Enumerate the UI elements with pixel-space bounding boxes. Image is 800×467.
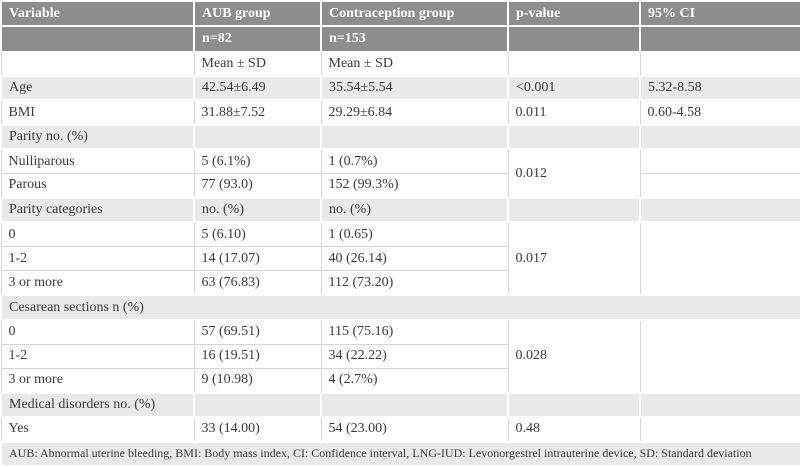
col-header-95-ci: 95% CI — [639, 0, 800, 28]
parity-cat-3plus-aub: 63 (76.83) — [193, 270, 322, 296]
medical-yes-label: Yes — [0, 416, 195, 443]
parity-section-empty-ci — [639, 123, 800, 151]
parity-cat-3plus-label: 3 or more — [0, 270, 195, 296]
section-medical: Medical disorders no. (%) — [0, 391, 800, 419]
parity-cat-3plus-contraception: 112 (73.20) — [320, 270, 509, 296]
medical-yes-p-value: 0.48 — [507, 416, 641, 443]
row-bmi: BMI 31.88±7.52 29.29±6.84 0.011 0.60-4.5… — [0, 99, 800, 126]
parity-p-value: 0.012 — [507, 148, 641, 199]
parity-categories-unit-aub: no. (%) — [193, 196, 322, 224]
section-parity-categories: Parity categories no. (%) no. (%) — [0, 196, 800, 224]
col-header-p-value: p-value — [507, 0, 641, 28]
medical-yes-contraception: 54 (23.00) — [320, 416, 509, 443]
nulliparous-contraception: 1 (0.7%) — [320, 148, 509, 175]
cesarean-0-aub: 57 (69.51) — [193, 319, 322, 345]
parous-aub: 77 (93.0) — [193, 173, 322, 199]
subheader-empty-p — [507, 25, 641, 53]
row-parous: Parous 77 (93.0) 152 (99.3%) — [0, 173, 800, 199]
parity-categories-title: Parity categories — [0, 196, 195, 224]
row-nulliparous: Nulliparous 5 (6.1%) 1 (0.7%) 0.012 — [0, 148, 800, 199]
parity-section-empty-contraception — [320, 123, 509, 151]
parous-ci-empty — [639, 173, 800, 199]
parity-cat-1-2-label: 1-2 — [0, 246, 195, 272]
cesarean-p-value: 0.028 — [507, 319, 641, 394]
medical-yes-ci-empty — [639, 416, 800, 443]
parity-cat-1-2-contraception: 40 (26.14) — [320, 246, 509, 272]
subheader-empty-variable — [0, 25, 195, 53]
measure-empty-p — [507, 51, 641, 77]
row-medical-yes: Yes 33 (14.00) 54 (23.00) 0.48 — [0, 416, 800, 443]
parity-categories-empty-ci — [639, 196, 800, 224]
col-header-variable: Variable — [0, 0, 195, 28]
age-p-value: <0.001 — [507, 75, 641, 102]
section-parity: Parity no. (%) — [0, 123, 800, 151]
cesarean-3plus-label: 3 or more — [0, 367, 195, 394]
row-parity-cat-1-2: 1-2 14 (17.07) 40 (26.14) — [0, 246, 800, 272]
bmi-label: BMI — [0, 99, 195, 126]
parity-section-empty-aub — [193, 123, 322, 151]
row-parity-cat-3plus: 3 or more 63 (76.83) 112 (73.20) — [0, 270, 800, 296]
subheader-empty-ci — [639, 25, 800, 53]
medical-section-empty-p — [507, 391, 641, 419]
parity-cat-0-label: 0 — [0, 221, 195, 248]
row-cesarean-0: 0 57 (69.51) 115 (75.16) 0.028 — [0, 319, 800, 394]
parity-categories-ci-empty — [639, 221, 800, 296]
cesarean-1-2-contraception: 34 (22.22) — [320, 343, 509, 369]
cesarean-3plus-contraception: 4 (2.7%) — [320, 367, 509, 394]
row-cesarean-1-2: 1-2 16 (19.51) 34 (22.22) — [0, 343, 800, 369]
nulliparous-ci-empty — [639, 148, 800, 175]
bmi-p-value: 0.011 — [507, 99, 641, 126]
medical-section-empty-contraception — [320, 391, 509, 419]
table-header-row: Variable AUB group Contraception group p… — [0, 0, 800, 28]
parous-label: Parous — [0, 173, 195, 199]
parity-cat-0-aub: 5 (6.10) — [193, 221, 322, 248]
age-label: Age — [0, 75, 195, 102]
section-cesarean: Cesarean sections n (%) — [0, 294, 800, 321]
col-header-contraception-group: Contraception group — [320, 0, 509, 28]
cesarean-3plus-aub: 9 (10.98) — [193, 367, 322, 394]
age-aub: 42.54±6.49 — [193, 75, 322, 102]
cesarean-1-2-aub: 16 (19.51) — [193, 343, 322, 369]
cesarean-0-label: 0 — [0, 319, 195, 345]
measure-empty-ci — [639, 51, 800, 77]
nulliparous-aub: 5 (6.1%) — [193, 148, 322, 175]
measure-empty-variable — [0, 51, 195, 77]
age-ci: 5.32-8.58 — [639, 75, 800, 102]
nulliparous-label: Nulliparous — [0, 148, 195, 175]
measure-row: Mean ± SD Mean ± SD — [0, 51, 800, 77]
parity-categories-empty-p — [507, 196, 641, 224]
parity-cat-1-2-aub: 14 (17.07) — [193, 246, 322, 272]
medical-section-empty-ci — [639, 391, 800, 419]
bmi-ci: 0.60-4.58 — [639, 99, 800, 126]
col-header-aub-group: AUB group — [193, 0, 322, 28]
parity-section-title: Parity no. (%) — [0, 123, 195, 151]
parity-categories-unit-contraception: no. (%) — [320, 196, 509, 224]
parous-contraception: 152 (99.3%) — [320, 173, 509, 199]
table-footnote: AUB: Abnormal uterine bleeding, BMI: Bod… — [0, 440, 800, 467]
contraception-n-count: n=153 — [320, 25, 509, 53]
parity-section-empty-p — [507, 123, 641, 151]
row-cesarean-3plus: 3 or more 9 (10.98) 4 (2.7%) — [0, 367, 800, 394]
cesarean-ci-empty — [639, 319, 800, 394]
row-age: Age 42.54±6.49 35.54±5.54 <0.001 5.32-8.… — [0, 75, 800, 102]
bmi-aub: 31.88±7.52 — [193, 99, 322, 126]
measure-aub: Mean ± SD — [193, 51, 322, 77]
cesarean-1-2-label: 1-2 — [0, 343, 195, 369]
medical-yes-aub: 33 (14.00) — [193, 416, 322, 443]
bmi-contraception: 29.29±6.84 — [320, 99, 509, 126]
table-subheader-row: n=82 n=153 — [0, 25, 800, 53]
parity-categories-p-value: 0.017 — [507, 221, 641, 296]
cesarean-section-title: Cesarean sections n (%) — [0, 294, 800, 321]
age-contraception: 35.54±5.54 — [320, 75, 509, 102]
medical-section-title: Medical disorders no. (%) — [0, 391, 195, 419]
aub-n-count: n=82 — [193, 25, 322, 53]
measure-contraception: Mean ± SD — [320, 51, 509, 77]
footnote-row: AUB: Abnormal uterine bleeding, BMI: Bod… — [0, 440, 800, 467]
row-parity-cat-0: 0 5 (6.10) 1 (0.65) 0.017 — [0, 221, 800, 296]
medical-section-empty-aub — [193, 391, 322, 419]
parity-cat-0-contraception: 1 (0.65) — [320, 221, 509, 248]
cesarean-0-contraception: 115 (75.16) — [320, 319, 509, 345]
